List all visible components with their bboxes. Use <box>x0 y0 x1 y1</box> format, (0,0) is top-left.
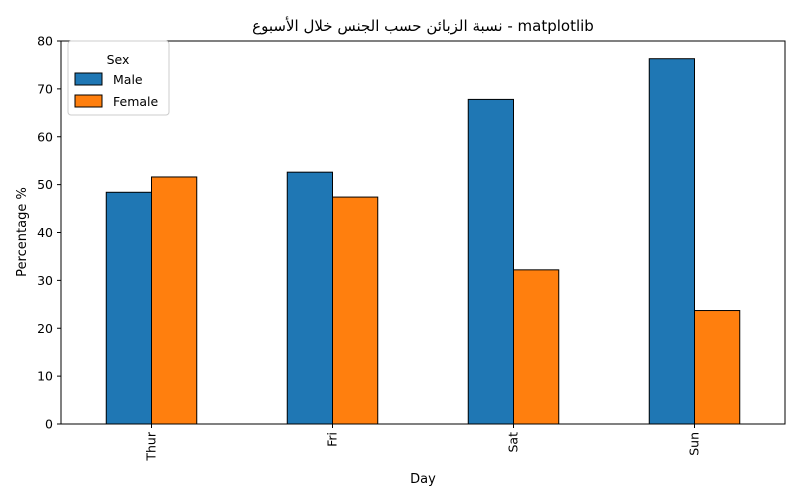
x-tick-label: Fri <box>325 432 340 447</box>
legend-swatch-female <box>74 94 103 108</box>
x-tick-label: Sun <box>687 432 702 456</box>
y-tick-label: 10 <box>37 369 53 384</box>
y-axis-title: Percentage % <box>15 187 30 277</box>
bar-male-thur <box>105 191 152 425</box>
y-axis: 0 10 20 30 40 50 60 70 80 <box>37 34 61 432</box>
bar-male-sat <box>467 98 514 425</box>
chart-title: نسبة الزبائن حسب الجنس خلال الأسبوع - ma… <box>252 16 594 35</box>
y-tick-label: 30 <box>37 273 53 288</box>
bar-female-sat <box>513 269 560 425</box>
y-tick-label: 50 <box>37 177 53 192</box>
bar-male-fri <box>286 171 333 425</box>
x-axis: Thur Fri Sat Sun <box>144 424 702 462</box>
y-tick-label: 40 <box>37 225 53 240</box>
bar-male-sun <box>648 58 695 425</box>
bar-female-sun <box>694 310 741 425</box>
legend-title: Sex <box>107 52 130 67</box>
x-tick-label: Thur <box>144 431 159 461</box>
plot-frame <box>60 40 786 425</box>
legend-swatch-male <box>74 72 103 86</box>
x-axis-title: Day <box>410 472 436 487</box>
bars-group <box>105 58 741 425</box>
y-tick-label: 80 <box>37 34 53 49</box>
y-tick-label: 20 <box>37 321 53 336</box>
y-tick-label: 70 <box>37 81 53 96</box>
bar-female-thur <box>151 176 198 425</box>
legend: Sex Male Female <box>67 40 170 116</box>
x-tick-label: Sat <box>506 432 521 453</box>
legend-label-female: Female <box>113 94 159 109</box>
y-tick-label: 0 <box>45 417 53 432</box>
bar-female-fri <box>332 196 379 425</box>
y-tick-label: 60 <box>37 129 53 144</box>
legend-label-male: Male <box>113 72 143 87</box>
